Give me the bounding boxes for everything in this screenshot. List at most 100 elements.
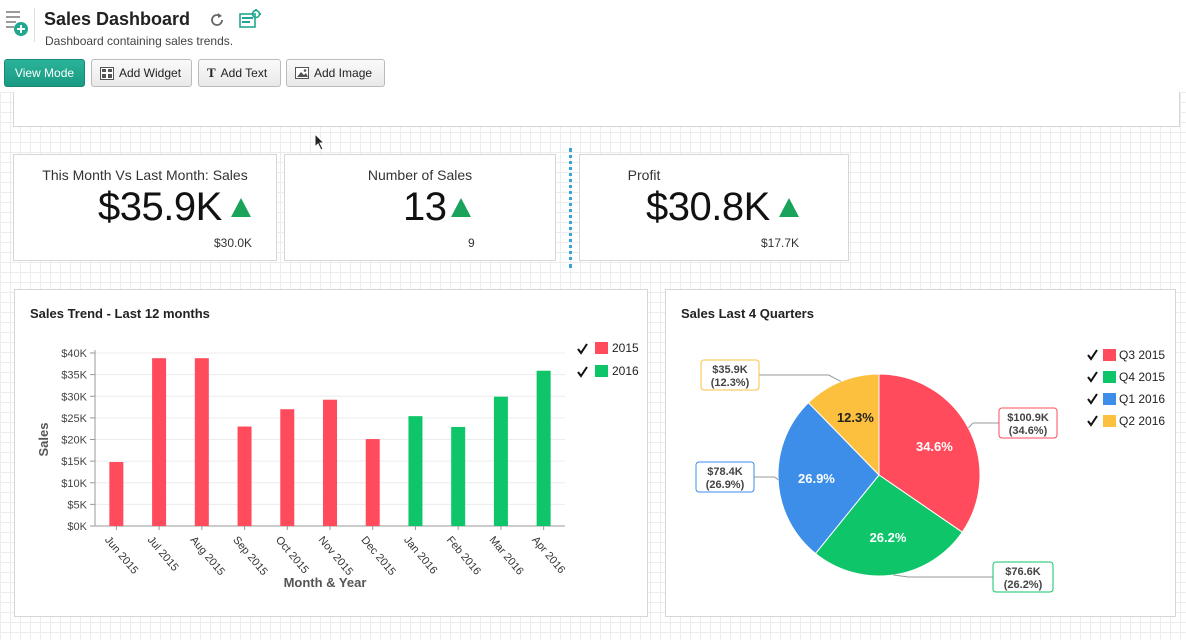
bar bbox=[280, 409, 295, 526]
pie-slice bbox=[878, 373, 981, 533]
resize-handle[interactable] bbox=[569, 148, 573, 268]
kpi-value: $30.8K bbox=[646, 185, 770, 229]
kpi-title: Number of Sales bbox=[367, 167, 473, 183]
y-axis-title: Sales bbox=[36, 423, 51, 457]
kpi-value: $35.9K bbox=[98, 185, 222, 229]
bar bbox=[408, 416, 423, 526]
sales-trend-widget[interactable]: Sales Trend - Last 12 months $0K $5K $10K $… bbox=[14, 289, 648, 617]
callout-line bbox=[759, 374, 842, 382]
slice-percent-label: 34.6% bbox=[916, 439, 953, 454]
x-tick-label: Mar 2016 bbox=[487, 534, 526, 577]
add-image-button[interactable]: Add Image bbox=[286, 59, 385, 87]
bar-chart: $0K $5K $10K $15K $20K $25K $30K $35K $40K Jun 20… bbox=[36, 341, 639, 590]
trend-up-icon bbox=[779, 198, 799, 217]
pie-slice bbox=[777, 401, 880, 555]
legend-item-Q2-2016: Q2 2016 bbox=[1087, 414, 1165, 428]
callout-percent: (26.2%) bbox=[1004, 579, 1043, 591]
x-tick-label: Dec 2015 bbox=[358, 534, 397, 578]
x-tick-label: Jun 2015 bbox=[102, 534, 140, 576]
x-tick-label: Apr 2016 bbox=[529, 534, 567, 576]
x-tick-label: Aug 2015 bbox=[188, 534, 227, 578]
callout-box: $100.9K(34.6%) bbox=[998, 407, 1058, 439]
pie-chart: 34.6% $100.9K(34.6%) 26.2% $76.6K(26.2%) 26.… bbox=[695, 348, 1165, 593]
chart-title: Sales Trend - Last 12 months bbox=[30, 306, 210, 321]
legend-item-Q4-2015: Q4 2015 bbox=[1087, 370, 1165, 384]
callout-box: $76.6K(26.2%) bbox=[992, 561, 1054, 593]
y-tick-label: $40K bbox=[61, 348, 87, 360]
callout-percent: (26.9%) bbox=[706, 479, 745, 491]
y-tick-label: $35K bbox=[61, 370, 87, 382]
legend-label: Q4 2015 bbox=[1119, 370, 1165, 384]
y-tick-label: $20K bbox=[61, 435, 87, 447]
image-icon bbox=[295, 67, 309, 79]
bar bbox=[536, 370, 551, 526]
check-icon bbox=[577, 366, 588, 378]
legend-item-2016: 2016 bbox=[577, 364, 639, 378]
add-widget-button[interactable]: Add Widget bbox=[91, 59, 192, 87]
check-icon bbox=[577, 343, 588, 355]
x-tick-label: Feb 2016 bbox=[444, 534, 483, 577]
x-tick-label: Jan 2016 bbox=[401, 534, 439, 576]
callout-box: $78.4K(26.9%) bbox=[695, 461, 755, 493]
legend-label: Q1 2016 bbox=[1119, 392, 1165, 406]
callout-line bbox=[754, 476, 779, 481]
kpi-count-widget[interactable]: Number of Sales 13 9 bbox=[284, 154, 556, 261]
sales-quarters-widget[interactable]: Sales Last 4 Quarters 34.6% $100.9K (34.6%… bbox=[665, 289, 1176, 617]
trend-up-icon bbox=[451, 198, 471, 217]
chart-title: Sales Last 4 Quarters bbox=[681, 306, 814, 321]
callout-frame bbox=[700, 359, 760, 391]
refresh-icon[interactable] bbox=[208, 11, 226, 29]
add-text-button[interactable]: T Add Text bbox=[198, 59, 281, 87]
kpi-title: This Month Vs Last Month: Sales bbox=[42, 167, 248, 183]
kpi-title: Profit bbox=[627, 167, 661, 183]
callout-value: $76.6K bbox=[1005, 566, 1041, 578]
legend-label: 2015 bbox=[612, 341, 639, 355]
kpi-value: 13 bbox=[403, 185, 447, 229]
pie-slice bbox=[814, 474, 963, 577]
y-tick-label: $30K bbox=[61, 391, 87, 403]
bar bbox=[194, 358, 209, 526]
legend-label: Q2 2016 bbox=[1119, 414, 1165, 428]
add-text-label: Add Text bbox=[220, 66, 268, 80]
text-widget-empty[interactable] bbox=[13, 92, 1180, 127]
callout-line bbox=[968, 422, 999, 429]
kpi-sales-widget[interactable]: This Month Vs Last Month: Sales $35.9K $… bbox=[13, 154, 277, 261]
legend-label: Q3 2015 bbox=[1119, 348, 1165, 362]
callout-line bbox=[893, 574, 993, 578]
header-divider bbox=[34, 8, 35, 42]
trend-up-icon bbox=[231, 198, 251, 217]
bar bbox=[237, 426, 252, 526]
legend-item-Q1-2016: Q1 2016 bbox=[1087, 392, 1165, 406]
slice-percent-label: 12.3% bbox=[837, 410, 874, 425]
callout-value: $35.9K bbox=[712, 364, 748, 376]
y-tick-label: $0K bbox=[67, 521, 87, 533]
legend-swatch bbox=[1103, 415, 1116, 427]
kpi-previous-value: $30.0K bbox=[214, 236, 253, 250]
page-subtitle: Dashboard containing sales trends. bbox=[45, 34, 234, 48]
callout-frame bbox=[695, 461, 755, 493]
kpi-previous-value: 9 bbox=[468, 236, 475, 250]
view-mode-button[interactable]: View Mode bbox=[4, 59, 85, 87]
bar bbox=[365, 439, 380, 526]
legend-swatch bbox=[595, 365, 608, 377]
dashboard-menu-icon[interactable] bbox=[4, 8, 30, 38]
kpi-profit-widget[interactable]: Profit $30.8K $17.7K bbox=[579, 154, 849, 261]
y-tick-label: $5K bbox=[67, 499, 87, 511]
legend-label: 2016 bbox=[612, 364, 639, 378]
dashboard-settings-icon[interactable] bbox=[239, 9, 261, 29]
slice-percent-label: 26.2% bbox=[870, 530, 907, 545]
x-axis-title: Month & Year bbox=[284, 575, 367, 590]
x-tick-label: Sep 2015 bbox=[230, 534, 269, 578]
legend-swatch bbox=[1103, 349, 1116, 361]
y-tick-label: $25K bbox=[61, 413, 87, 425]
pie-slice bbox=[807, 373, 880, 477]
text-icon: T bbox=[207, 65, 216, 80]
callout-percent: (34.6%) bbox=[1009, 425, 1048, 437]
callout-frame bbox=[992, 561, 1054, 593]
x-tick-label: Oct 2015 bbox=[273, 534, 311, 576]
legend-swatch bbox=[1103, 371, 1116, 383]
check-icon bbox=[1087, 393, 1098, 405]
callout-box: $35.9K(12.3%) bbox=[700, 359, 760, 391]
callout-value: $78.4K bbox=[707, 466, 743, 478]
bar bbox=[451, 426, 466, 526]
